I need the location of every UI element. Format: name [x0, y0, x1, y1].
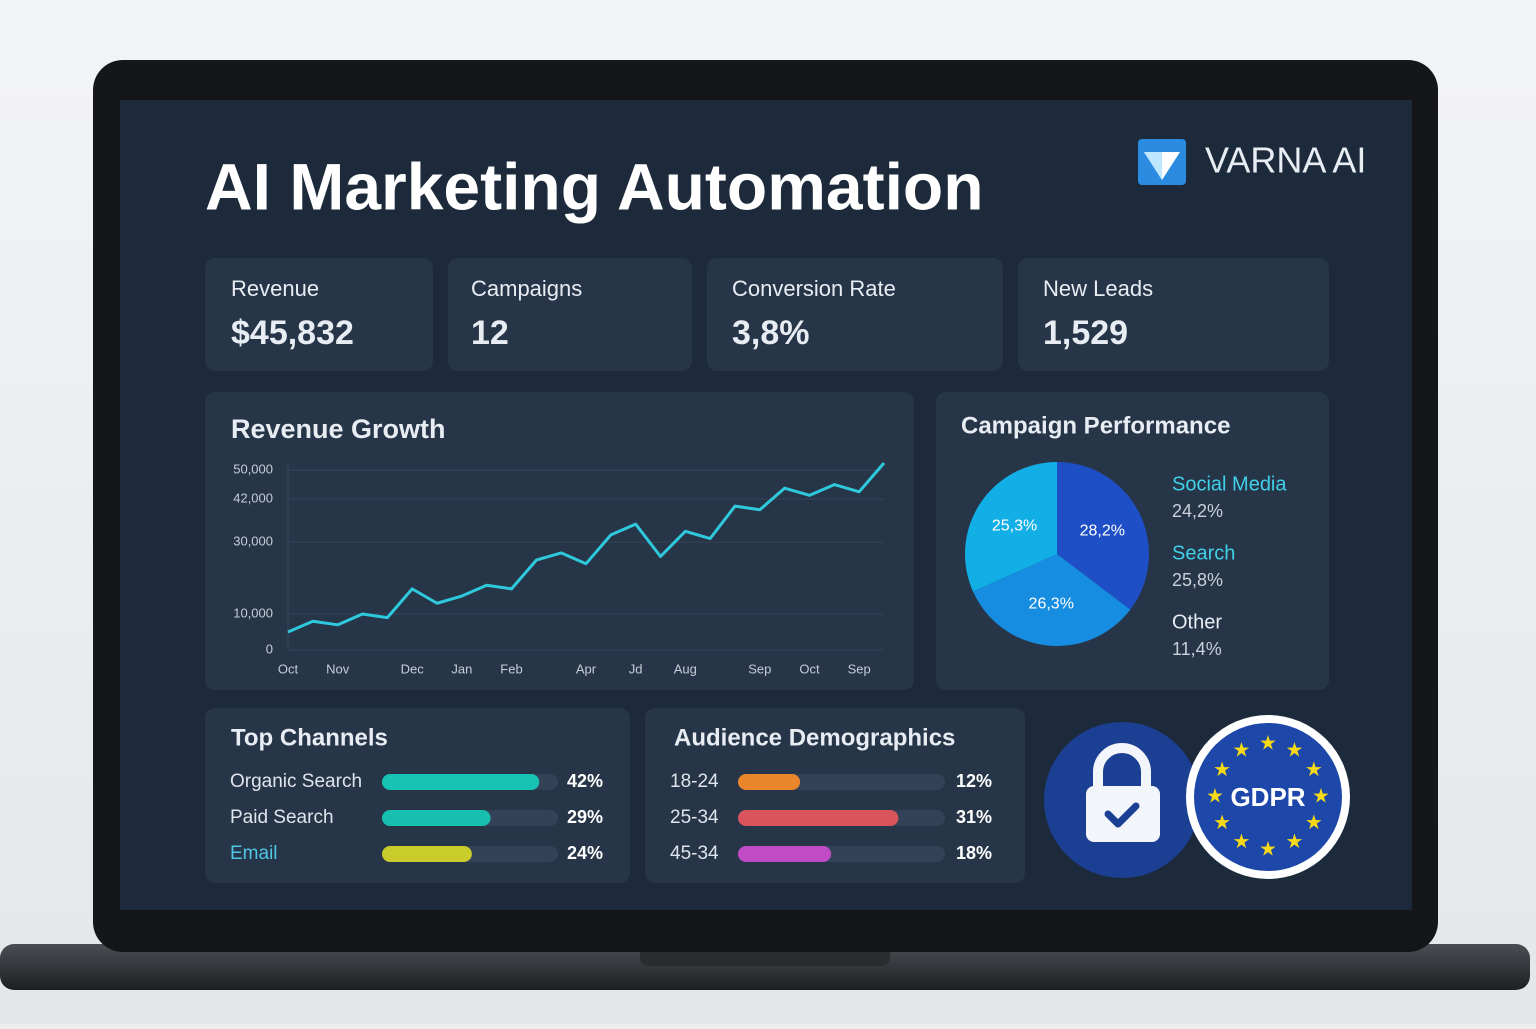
- legend-name: Search: [1172, 542, 1235, 564]
- panel-title: Campaign Performance: [961, 412, 1230, 439]
- lock-badge: [1044, 722, 1200, 878]
- x-tick-label: Apr: [576, 661, 597, 676]
- bar-value: 12%: [956, 771, 992, 791]
- star: ★: [1286, 831, 1304, 853]
- brand-logo: [1138, 139, 1186, 185]
- star: ★: [1233, 739, 1251, 761]
- x-tick-label: Nov: [326, 661, 350, 676]
- channels-panel: [205, 708, 630, 883]
- bar-category: Email: [230, 843, 278, 864]
- brand-name: VARNA AI: [1205, 140, 1366, 181]
- star: ★: [1305, 812, 1323, 834]
- y-tick-label: 0: [266, 641, 273, 656]
- panel-title: Audience Demographics: [674, 724, 955, 751]
- x-tick-label: Jan: [451, 661, 472, 676]
- kpi-card: [205, 258, 433, 371]
- kpi-card: [707, 258, 1003, 371]
- y-tick-label: 42,000: [233, 490, 273, 505]
- legend-name: Other: [1172, 611, 1222, 633]
- legend-value: 11,4%: [1172, 639, 1222, 659]
- y-tick-label: 50,000: [233, 462, 273, 477]
- x-tick-label: Sep: [848, 661, 871, 676]
- bar: [738, 774, 801, 790]
- star: ★: [1233, 831, 1251, 853]
- kpi-value: 3,8%: [732, 314, 810, 352]
- bar-value: 24%: [567, 843, 603, 863]
- panel-title: Revenue Growth: [231, 414, 446, 444]
- bar-category: 25-34: [670, 807, 719, 828]
- legend-value: 25,8%: [1172, 570, 1223, 590]
- x-tick-label: Sep: [748, 661, 771, 676]
- kpi-value: 1,529: [1043, 314, 1128, 352]
- y-tick-label: 10,000: [233, 605, 273, 620]
- bar: [382, 846, 472, 862]
- star: ★: [1305, 759, 1323, 781]
- star: ★: [1312, 785, 1330, 807]
- star: ★: [1259, 732, 1277, 754]
- kpi-label: Revenue: [231, 276, 319, 301]
- legend-value: 24,2%: [1172, 501, 1223, 521]
- gdpr-label: GDPR: [1230, 782, 1305, 812]
- laptop-base: [0, 944, 1530, 990]
- kpi-label: Conversion Rate: [732, 276, 896, 301]
- bar-value: 29%: [567, 807, 603, 827]
- bar-value: 42%: [567, 771, 603, 791]
- panel-title: Top Channels: [231, 724, 388, 751]
- kpi-value: $45,832: [231, 314, 354, 352]
- slice-label: 28,2%: [1080, 523, 1125, 540]
- revenue-line: [287, 462, 886, 634]
- page-title: AI Marketing Automation: [205, 149, 984, 223]
- star: ★: [1213, 812, 1231, 834]
- x-tick-label: Feb: [500, 661, 522, 676]
- star: ★: [1213, 759, 1231, 781]
- star: ★: [1206, 785, 1224, 807]
- x-tick-label: Jd: [629, 661, 643, 676]
- bar-category: 45-34: [670, 843, 719, 864]
- bar: [382, 774, 540, 790]
- bar-value: 31%: [956, 807, 992, 827]
- audience-panel: [645, 708, 1025, 883]
- star: ★: [1286, 739, 1304, 761]
- bar-category: Paid Search: [230, 807, 334, 828]
- x-tick-label: Oct: [278, 661, 299, 676]
- x-tick-label: Dec: [401, 661, 425, 676]
- x-tick-label: Oct: [799, 661, 820, 676]
- bar-category: 18-24: [670, 771, 719, 792]
- pie-slice: [965, 462, 1057, 592]
- pie-slice: [973, 554, 1131, 646]
- pie-slice: [1057, 462, 1149, 610]
- slice-label: 25,3%: [992, 518, 1037, 535]
- y-tick-label: 30,000: [233, 534, 273, 549]
- kpi-label: Campaigns: [471, 276, 582, 301]
- bar: [382, 810, 491, 826]
- star: ★: [1259, 838, 1277, 860]
- legend-name: Social Media: [1172, 473, 1287, 495]
- bar: [738, 810, 899, 826]
- gdpr-badge: ★ ★★★★★★★★★★★: [1186, 715, 1350, 879]
- bar-category: Organic Search: [230, 771, 362, 792]
- slice-label: 26,3%: [1029, 595, 1074, 612]
- kpi-card: [1018, 258, 1329, 371]
- bar: [738, 846, 832, 862]
- x-tick-label: Aug: [674, 661, 697, 676]
- kpi-card: [448, 258, 692, 371]
- kpi-value: 12: [471, 314, 509, 352]
- bar-value: 18%: [956, 843, 992, 863]
- kpi-label: New Leads: [1043, 276, 1153, 301]
